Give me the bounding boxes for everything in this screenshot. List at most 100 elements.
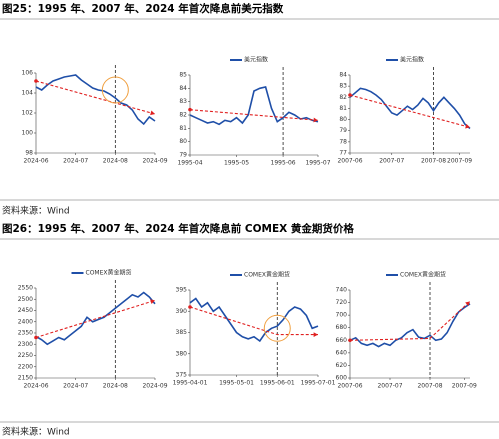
x-tick-label: 2007-07: [379, 158, 404, 165]
y-tick-label: 85: [179, 72, 187, 79]
y-tick-label: 740: [336, 287, 348, 294]
trend-start: [188, 305, 192, 309]
series-line: [35, 74, 156, 126]
x-tick-label: 2007-06: [337, 158, 362, 165]
trend-line: [189, 109, 319, 121]
legend-label: 美元指数: [244, 56, 268, 64]
y-tick-label: 2250: [18, 352, 33, 359]
y-tick-label: 375: [176, 372, 188, 379]
y-tick-label: 84: [179, 85, 187, 92]
x-tick-label: 2007-06: [337, 383, 362, 390]
y-tick-label: 2400: [18, 318, 33, 325]
y-tick-label: 395: [176, 287, 188, 294]
trend-arrow: [313, 117, 318, 123]
y-tick-label: 640: [336, 349, 348, 356]
y-tick-label: 79: [339, 127, 347, 134]
y-tick-label: 77: [339, 150, 347, 157]
trend-start: [188, 107, 192, 112]
y-tick-label: 380: [176, 350, 188, 357]
series-line: [349, 303, 471, 348]
series-line: [349, 87, 471, 130]
source: 资料来源：Wind: [2, 426, 70, 438]
x-tick-label: 2024-06: [23, 383, 48, 390]
trend-arrow: [313, 332, 318, 338]
x-tick-label: 2024-08: [103, 158, 128, 165]
x-tick-label: 2024-09: [142, 158, 167, 165]
y-tick-label: 100: [22, 130, 34, 137]
x-tick-label: 2007-09: [447, 158, 472, 165]
y-tick-label: 80: [339, 116, 347, 123]
trend-start: [34, 335, 38, 340]
y-tick-label: 84: [339, 72, 347, 79]
x-tick-label: 2007-08: [417, 383, 442, 390]
legend-label: 美元指数: [400, 56, 424, 64]
y-tick-label: 385: [176, 329, 188, 336]
y-tick-label: 720: [336, 299, 348, 306]
y-tick-label: 83: [179, 98, 187, 105]
y-tick-label: 2300: [18, 341, 33, 348]
y-tick-label: 98: [25, 150, 33, 157]
source: 资料来源：Wind: [2, 205, 70, 217]
y-tick-label: 2500: [18, 296, 33, 303]
y-tick-label: 2350: [18, 330, 33, 337]
y-tick-label: 2150: [18, 375, 33, 382]
y-tick-label: 106: [22, 70, 34, 77]
trend-line: [349, 94, 471, 128]
y-tick-label: 2450: [18, 307, 33, 314]
trend-line: [35, 299, 156, 339]
y-tick-label: 700: [336, 312, 348, 319]
y-tick-label: 390: [176, 308, 188, 315]
y-tick-label: 82: [339, 94, 347, 101]
x-tick-label: 2007-09: [452, 383, 477, 390]
x-tick-label: 1995-04-01: [173, 380, 208, 387]
legend-label: COMEX黄金期货: [400, 271, 446, 279]
trend-line: [349, 300, 471, 341]
trend-line: [189, 306, 318, 336]
x-tick-label: 2024-06: [23, 158, 48, 165]
y-tick-label: 79: [179, 152, 187, 159]
x-tick-label: 1995-06: [271, 160, 296, 167]
x-tick-label: 2007-08: [421, 158, 446, 165]
y-tick-label: 78: [339, 138, 347, 145]
trend-line: [35, 80, 156, 115]
figure-title: 图25：1995 年、2007 年、2024 年首次降息前美元指数: [2, 2, 284, 15]
x-tick-label: 2007-07: [377, 383, 402, 390]
y-tick-label: 102: [22, 110, 34, 117]
x-tick-label: 1995-06-01: [260, 380, 295, 387]
series-line: [189, 297, 319, 343]
y-tick-label: 600: [336, 375, 348, 382]
y-tick-label: 2550: [18, 285, 33, 292]
highlight-circle: [263, 314, 291, 342]
trend-start: [348, 338, 352, 343]
x-tick-label: 2024-09: [142, 383, 167, 390]
highlight-circle: [101, 76, 129, 104]
trend-start: [34, 79, 38, 83]
x-tick-label: 1995-04: [177, 160, 202, 167]
series-line: [35, 291, 156, 346]
trend-arrow: [150, 110, 155, 116]
y-tick-label: 80: [179, 138, 187, 145]
series-line: [189, 86, 319, 126]
legend-label: COMEX黄金期货: [86, 269, 132, 277]
x-tick-label: 2024-07: [63, 383, 88, 390]
trend-arrow: [465, 301, 470, 307]
y-tick-label: 82: [179, 112, 187, 119]
trend-arrow: [150, 299, 155, 304]
y-tick-label: 81: [179, 125, 187, 132]
x-tick-label: 1995-07-01: [301, 380, 336, 387]
trend-start: [348, 93, 352, 97]
legend-label: COMEX黄金期货: [244, 271, 290, 279]
y-tick-label: 620: [336, 362, 348, 369]
x-tick-label: 1995-05: [224, 160, 249, 167]
y-tick-label: 83: [339, 83, 347, 90]
figure-title: 图26：1995 年、2007 年、2024 年首次降息前 COMEX 黄金期货…: [2, 222, 354, 235]
x-tick-label: 2024-08: [103, 383, 128, 390]
x-tick-label: 2024-07: [63, 158, 88, 165]
y-tick-label: 81: [339, 105, 347, 112]
x-tick-label: 1995-07: [305, 160, 330, 167]
trend-arrow: [465, 123, 470, 129]
y-tick-label: 680: [336, 324, 348, 331]
y-tick-label: 660: [336, 337, 348, 344]
y-tick-label: 104: [22, 90, 34, 97]
